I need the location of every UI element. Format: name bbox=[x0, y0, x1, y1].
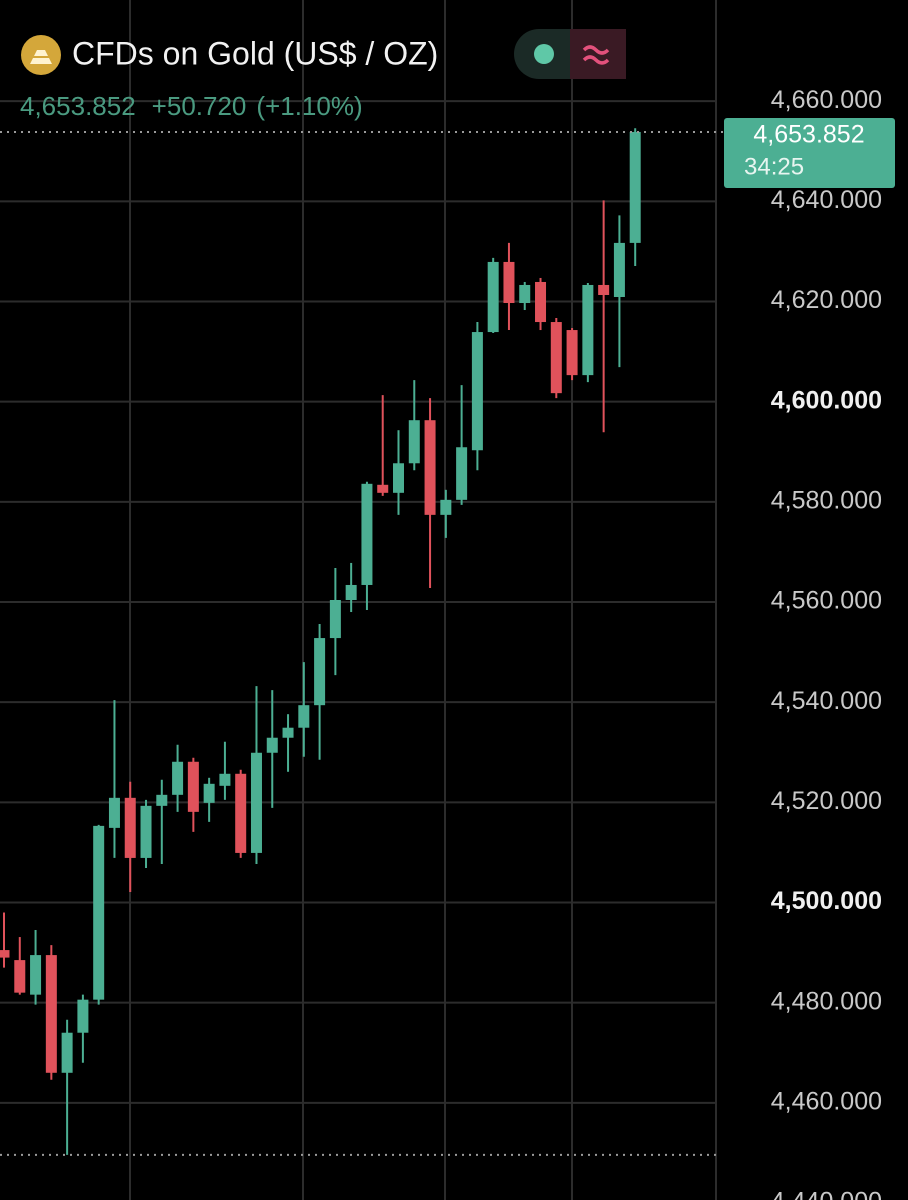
candle-body bbox=[219, 773, 231, 786]
candle-body bbox=[187, 761, 199, 812]
candle-body bbox=[282, 727, 294, 738]
symbol-icon[interactable] bbox=[21, 35, 61, 75]
y-tick-label: 4,480.000 bbox=[771, 987, 882, 1015]
candle-body bbox=[471, 332, 483, 451]
symbol-title[interactable]: CFDs on Gold (US$ / OZ) bbox=[72, 35, 438, 71]
candle-body bbox=[124, 797, 136, 858]
icon-bars bbox=[30, 50, 52, 64]
price-tag: 4,653.852 34:25 bbox=[724, 117, 895, 188]
y-tick-label: 4,640.000 bbox=[771, 186, 882, 214]
y-tick-label: 4,500.000 bbox=[771, 887, 882, 915]
candle-body bbox=[393, 463, 404, 493]
price-line: 4,653.852 +50.720 (+1.10%) bbox=[20, 91, 363, 121]
candle-body bbox=[235, 773, 247, 853]
y-tick-label: 4,620.000 bbox=[771, 286, 882, 314]
y-tick-label: 4,520.000 bbox=[771, 787, 882, 815]
candle-body bbox=[140, 805, 152, 858]
price-change-pct: (+1.10%) bbox=[256, 91, 362, 121]
price-tag-bg bbox=[724, 117, 895, 188]
candle-body bbox=[424, 420, 436, 515]
candle-body bbox=[61, 1032, 73, 1073]
status-toggle[interactable] bbox=[514, 29, 626, 79]
candle-body bbox=[535, 281, 547, 323]
candle-body bbox=[582, 284, 594, 376]
candle-body bbox=[14, 960, 26, 993]
candle-body bbox=[550, 322, 562, 394]
candle-body bbox=[108, 797, 120, 828]
candle-body bbox=[298, 705, 310, 728]
y-tick-label: 4,560.000 bbox=[771, 587, 882, 615]
vertical-grid bbox=[129, 0, 717, 1200]
candle-body bbox=[77, 999, 89, 1033]
candle-body bbox=[203, 783, 215, 803]
candle-body bbox=[30, 955, 42, 995]
candle-body bbox=[487, 261, 499, 333]
candle-body bbox=[345, 584, 357, 600]
candle-body bbox=[377, 484, 389, 493]
y-axis: 4,440.000 4,460.000 4,480.000 4,500.000 4,52… bbox=[771, 86, 882, 1200]
candle-body bbox=[456, 447, 468, 500]
candle-body bbox=[250, 752, 262, 853]
y-tick-label: 4,440.000 bbox=[771, 1188, 882, 1200]
y-tick-label: 4,600.000 bbox=[771, 386, 882, 414]
candle-body bbox=[314, 638, 326, 706]
candle-body bbox=[172, 761, 184, 795]
candle-body bbox=[566, 330, 578, 376]
candle-body bbox=[266, 737, 278, 753]
status-dot bbox=[534, 44, 554, 64]
candle-body bbox=[93, 825, 105, 1000]
y-tick-label: 4,540.000 bbox=[771, 687, 882, 715]
price-tag-countdown: 34:25 bbox=[744, 153, 804, 180]
candle-body bbox=[45, 955, 57, 1073]
candle-body bbox=[629, 131, 641, 243]
candle-body bbox=[440, 499, 452, 515]
candle-body bbox=[408, 420, 420, 464]
candles bbox=[0, 128, 641, 1155]
header: CFDs on Gold (US$ / OZ) 4,653.852 +50.720… bbox=[20, 29, 626, 121]
candle-body bbox=[519, 284, 531, 304]
candle-body bbox=[598, 284, 610, 295]
overlay: 4,653.852 34:25 bbox=[0, 117, 895, 1156]
y-tick-label: 4,580.000 bbox=[771, 486, 882, 514]
toggle-right-cap bbox=[570, 29, 626, 79]
price-tag-value: 4,653.852 bbox=[753, 121, 864, 149]
candle-body bbox=[361, 483, 373, 585]
candle-body bbox=[0, 950, 10, 958]
candle-body bbox=[329, 600, 341, 639]
y-tick-label: 4,460.000 bbox=[771, 1087, 882, 1115]
price-change: +50.720 bbox=[152, 91, 247, 121]
y-tick-label: 4,660.000 bbox=[771, 86, 882, 114]
wave-icon bbox=[582, 45, 610, 65]
candle-body bbox=[503, 261, 515, 304]
last-price: 4,653.852 bbox=[20, 91, 136, 121]
candle-body bbox=[156, 794, 168, 806]
candle-body bbox=[613, 242, 625, 297]
